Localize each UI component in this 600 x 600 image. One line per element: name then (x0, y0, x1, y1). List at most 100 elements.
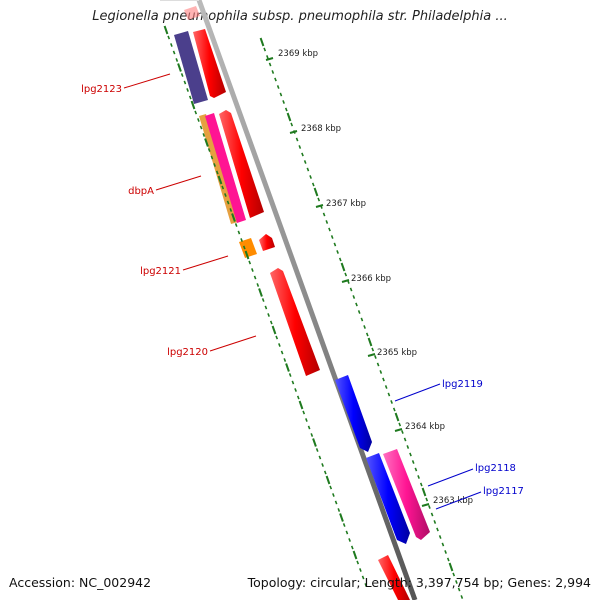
outer-tick (340, 262, 346, 272)
outer-tick (460, 595, 464, 599)
inner-tick (350, 545, 354, 550)
inner-tick (237, 230, 241, 235)
accession-info: Accession: NC_002942 (9, 575, 152, 590)
outer-tick (259, 37, 265, 47)
outer-tick (452, 572, 456, 577)
inner-tick (271, 325, 277, 335)
inner-tick (280, 350, 284, 355)
outer-tick (457, 587, 461, 592)
outer-tick (279, 92, 283, 97)
label-lpg2118[interactable]: lpg2118 (475, 463, 516, 474)
outer-tick (430, 512, 434, 517)
outer-tick (303, 160, 307, 164)
inner-tick (204, 138, 209, 147)
inner-tick (364, 583, 368, 587)
gene-dbpA-magenta[interactable] (205, 113, 246, 223)
scale-label-2366: 2366 kbp (351, 274, 391, 284)
gene-lpg2123-red[interactable] (193, 29, 226, 98)
gene-lpg2121-orange[interactable] (239, 238, 257, 258)
outer-tick (274, 77, 277, 82)
gene-lpg2120[interactable] (270, 268, 320, 376)
inner-tick (167, 35, 171, 40)
label-lpg2121[interactable]: lpg2121 (140, 266, 181, 277)
label-lpg2117[interactable]: lpg2117 (483, 486, 524, 497)
inner-tick (318, 455, 322, 460)
inner-tick (172, 50, 176, 55)
outer-tick (290, 122, 294, 127)
inner-tick (291, 380, 295, 385)
gene-dbpA-red[interactable] (219, 110, 264, 218)
outer-tick (284, 107, 288, 112)
outer-tick (382, 377, 385, 382)
scale-label-2363: 2363 kbp (433, 496, 473, 506)
outer-tick (301, 152, 304, 157)
inner-tick (202, 133, 206, 137)
inner-tick (226, 200, 230, 205)
outer-tick (448, 562, 454, 572)
inner-tick (213, 163, 216, 167)
gene-lpg2119[interactable] (335, 375, 372, 452)
outer-tick (298, 145, 302, 149)
outer-tick (268, 62, 272, 67)
inner-tick (170, 43, 173, 47)
outer-tick (371, 347, 375, 352)
inner-tick (175, 58, 179, 62)
inner-tick (221, 185, 225, 190)
inner-tick (334, 500, 338, 505)
outer-tick (295, 137, 299, 142)
outer-tick (311, 182, 315, 187)
outer-tick (433, 520, 437, 524)
outer-tick (403, 437, 407, 442)
inner-tick (305, 418, 308, 422)
inner-tick (163, 25, 169, 35)
gene-lpg2118[interactable] (366, 453, 410, 544)
outer-tick (325, 220, 329, 224)
inner-tick (307, 425, 311, 430)
outer-tick (394, 412, 400, 422)
inner-tick (197, 118, 200, 122)
inner-tick (352, 550, 358, 560)
outer-tick (322, 212, 326, 217)
outer-tick (336, 250, 339, 254)
outer-tick (455, 580, 458, 584)
outer-tick (376, 362, 380, 367)
outer-tick (363, 325, 366, 329)
label-lpg2123[interactable]: lpg2123 (81, 84, 122, 95)
outer-tick (406, 445, 410, 449)
edge-feature[interactable] (184, 6, 200, 20)
inner-tick (186, 88, 189, 92)
inner-tick (339, 513, 344, 522)
inner-tick-track (163, 25, 368, 587)
inner-tick (348, 538, 351, 542)
gene-dbpA-orange[interactable] (199, 114, 238, 224)
inner-tick (177, 63, 182, 72)
outer-tick (286, 112, 292, 122)
scale-label-2369: 2369 kbp (278, 49, 318, 59)
outer-tick (390, 400, 393, 404)
inner-tick (278, 343, 281, 347)
label-lpg2120[interactable]: lpg2120 (167, 347, 208, 358)
outer-tick (392, 407, 396, 412)
inner-tick (240, 238, 243, 242)
outer-tick (344, 272, 348, 277)
label-lpg2119[interactable]: lpg2119 (442, 379, 483, 390)
scale-label-2368: 2368 kbp (301, 124, 341, 134)
inner-tick (244, 250, 250, 260)
gene-lpg2117[interactable] (383, 449, 430, 540)
gene-bottom-red[interactable] (378, 555, 410, 600)
inner-tick (253, 275, 257, 280)
outer-tick (425, 497, 429, 502)
inner-tick (315, 448, 319, 452)
outer-tick (398, 422, 402, 427)
gene-lpg2123-purple[interactable] (174, 31, 208, 104)
inner-tick (321, 463, 324, 467)
label-dbpA[interactable]: dbpA (128, 186, 154, 197)
inner-tick (329, 485, 333, 490)
inner-tick (345, 530, 349, 535)
inner-tick (332, 493, 335, 497)
outer-tick (379, 370, 383, 374)
outer-tick (282, 100, 285, 104)
inner-tick (267, 313, 270, 317)
gene-lpg2121-red[interactable] (259, 234, 275, 251)
